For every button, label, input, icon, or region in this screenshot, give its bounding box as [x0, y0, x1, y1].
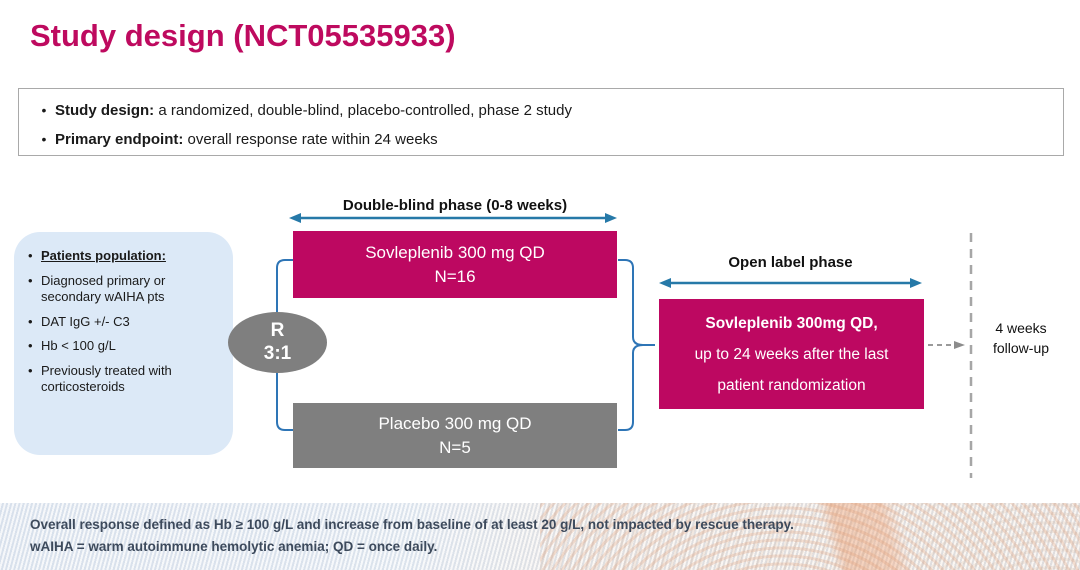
study-summary-box: • Study design: a randomized, double-blin… — [18, 88, 1064, 156]
patients-population-box: Patients population: Diagnosed primary o… — [14, 232, 233, 455]
patients-criteria-list: Patients population: Diagnosed primary o… — [26, 248, 223, 395]
open-label-line3: patient randomization — [717, 376, 866, 394]
open-label-phase-arrow — [659, 278, 922, 288]
patients-heading-item: Patients population: — [26, 248, 223, 264]
arm-sovleplenib-n: N=16 — [434, 266, 476, 286]
patients-criterion: Previously treated with corticosteroids — [26, 363, 223, 395]
arm-placebo-line1: Placebo 300 mg QD — [378, 413, 532, 433]
footnote-response-definition: Overall response defined as Hb ≥ 100 g/L… — [30, 517, 794, 532]
open-label-phase-label: Open label phase — [728, 254, 853, 271]
bullet-icon: • — [41, 102, 47, 118]
footer-orange-band — [770, 503, 970, 570]
merge-brace-right — [618, 259, 655, 431]
open-label-box: Sovleplenib 300mg QD, up to 24 weeks aft… — [659, 299, 924, 409]
footer-decorative-strip — [0, 503, 1080, 570]
summary-label: Study design: — [55, 102, 155, 119]
arm-sovleplenib-box: Sovleplenib 300 mg QD N=16 — [293, 231, 617, 298]
summary-text: a randomized, double-blind, placebo-cont… — [154, 102, 572, 119]
patients-criterion: Hb < 100 g/L — [26, 338, 223, 354]
follow-up-line1: 4 weeks — [995, 320, 1047, 336]
footer-guilloche-pattern — [540, 503, 1080, 570]
bullet-icon: • — [41, 131, 47, 147]
patients-criterion: DAT IgG +/- C3 — [26, 314, 223, 330]
summary-bullet-study-design: • Study design: a randomized, double-blin… — [33, 102, 572, 119]
follow-up-dashed-arrow — [928, 341, 965, 349]
page-title: Study design (NCT05535933) — [30, 18, 456, 53]
randomization-ratio: 3:1 — [263, 342, 292, 364]
double-blind-phase-label: Double-blind phase (0-8 weeks) — [342, 197, 568, 214]
randomization-ellipse: R 3:1 — [228, 312, 327, 373]
arm-sovleplenib-line1: Sovleplenib 300 mg QD — [365, 242, 545, 262]
arm-placebo-n: N=5 — [439, 437, 471, 457]
follow-up-line2: follow-up — [992, 340, 1050, 357]
patients-heading: Patients population: — [41, 248, 166, 263]
patients-criterion: Diagnosed primary or secondary wAIHA pts — [26, 273, 223, 305]
randomization-letter: R — [270, 319, 285, 341]
summary-bullet-primary-endpoint: • Primary endpoint: overall response rate… — [33, 131, 438, 148]
footnote-abbreviations: wAIHA = warm autoimmune hemolytic anemia… — [30, 539, 438, 554]
summary-label: Primary endpoint: — [55, 131, 184, 148]
double-blind-phase-arrow — [289, 213, 617, 223]
summary-text: overall response rate within 24 weeks — [183, 131, 438, 148]
follow-up-label: 4 weeks follow-up — [983, 318, 1059, 359]
arm-placebo-box: Placebo 300 mg QD N=5 — [293, 403, 617, 468]
open-label-line1: Sovleplenib 300mg QD, — [705, 314, 878, 332]
open-label-line2: up to 24 weeks after the last — [694, 345, 889, 363]
